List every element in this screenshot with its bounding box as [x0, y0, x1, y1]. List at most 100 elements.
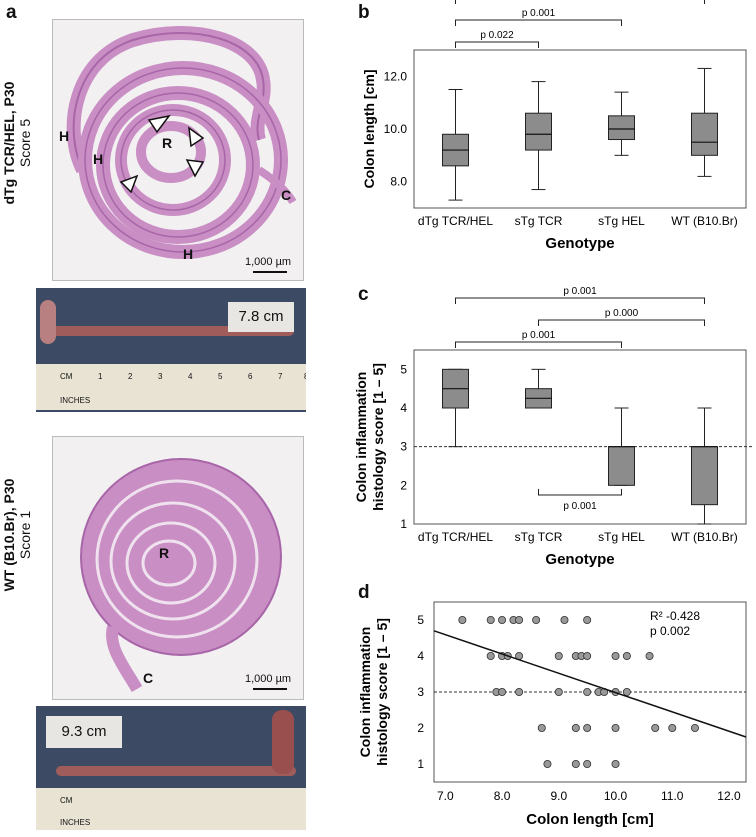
- ruler-inches-label: INCHES: [60, 818, 91, 827]
- tissue-label-c: C: [281, 187, 292, 203]
- significance-bracket: [455, 0, 705, 4]
- histology-score-boxplot: 1 2 3 4 5 dTg TCR/HEL sTg TCR sTg HEL WT (B10.Br…: [353, 286, 754, 568]
- y-axis-title: Colon inflammationhistology score [1 – 5…: [353, 363, 386, 511]
- x-axis-title: Genotype: [545, 551, 614, 568]
- p-value-label: p 0.001: [563, 501, 597, 512]
- tissue-label-r: R: [162, 135, 173, 151]
- category-label: WT (B10.Br): [671, 214, 737, 228]
- top-sample-label: dTg TCR/HEL, P30 Score 5: [1, 33, 35, 253]
- stat-annotation: R² -0.428: [650, 609, 700, 623]
- box: [525, 112, 552, 151]
- data-point: [611, 652, 620, 661]
- regression-line: [433, 630, 747, 738]
- significance-bracket: [538, 319, 705, 326]
- top-colon-photo: 7.8 cm CM INCHES 1 2 3 4 5 6 7 8: [36, 288, 306, 412]
- data-point: [554, 688, 563, 697]
- top-sample-score: Score 5: [17, 118, 33, 168]
- data-point: [543, 759, 552, 768]
- panel-letter-d: d: [358, 582, 370, 603]
- data-point: [668, 723, 677, 732]
- data-point: [486, 616, 495, 625]
- data-point: [498, 616, 507, 625]
- significance-bracket: [455, 297, 705, 304]
- scale-bar-label: 1,000 µm: [245, 673, 292, 685]
- y-axis-title: Colon inflammationhistology score [1 – 5…: [357, 618, 390, 766]
- y-tick-label: 4: [400, 401, 407, 415]
- stat-annotation: p 0.002: [650, 624, 690, 638]
- y-tick-label: 2: [400, 478, 407, 492]
- bottom-sample-score: Score 1: [17, 510, 33, 560]
- x-axis-title: Colon length [cm]: [526, 811, 654, 828]
- data-point: [583, 723, 592, 732]
- x-tick-label: 9.0: [550, 789, 567, 803]
- category-label: WT (B10.Br): [671, 530, 737, 544]
- bottom-colon-end: [272, 710, 294, 774]
- p-value-label: p 0.001: [522, 330, 556, 341]
- tissue-label-h1: H: [59, 128, 70, 144]
- colon-length-boxplot: 8.0 10.0 12.0 dTg TCR/HEL sTg TCR sTg HEL WT (…: [361, 0, 747, 252]
- y-tick-label: 5: [400, 362, 407, 376]
- panel-letter-b: b: [358, 2, 370, 23]
- ruler-cm-label: CM: [60, 372, 73, 381]
- x-axis-title: Genotype: [545, 235, 614, 252]
- panel-letter-c: c: [358, 284, 369, 305]
- ruler-number: 5: [218, 372, 223, 381]
- bottom-sample-label: WT (B10.Br), P30 Score 1: [1, 425, 35, 645]
- ruler-number: 1: [98, 372, 103, 381]
- top-ruler: CM INCHES 1 2 3 4 5 6 7 8: [36, 364, 306, 410]
- scale-bar-label: 1,000 µm: [245, 256, 292, 268]
- data-point: [560, 616, 569, 625]
- data-point: [583, 652, 592, 661]
- significance-bracket: [455, 341, 622, 348]
- category-label: sTg TCR: [515, 530, 563, 544]
- tissue-label-h3: H: [183, 246, 194, 262]
- data-point: [571, 759, 580, 768]
- x-tick-label: 7.0: [437, 789, 454, 803]
- plot-frame: [413, 49, 747, 209]
- data-point: [651, 723, 660, 732]
- data-point: [622, 688, 631, 697]
- y-tick-label: 1: [417, 757, 424, 771]
- ruler-number: 4: [188, 372, 193, 381]
- scale-bar: [253, 688, 287, 690]
- box: [691, 446, 718, 506]
- ruler-cm-label: CM: [60, 796, 73, 805]
- ruler-number: 3: [158, 372, 163, 381]
- data-point: [515, 616, 524, 625]
- top-colon-start: [40, 300, 56, 344]
- significance-bracket: [455, 41, 539, 48]
- top-sample-title: dTg TCR/HEL, P30: [1, 81, 17, 205]
- data-point: [498, 688, 507, 697]
- bottom-ruler: CM INCHES: [36, 788, 306, 830]
- data-point: [486, 652, 495, 661]
- p-value-label: p 0.022: [480, 30, 514, 41]
- category-label: dTg TCR/HEL: [418, 530, 493, 544]
- p-value-label: p 0.001: [563, 286, 597, 297]
- category-label: sTg HEL: [598, 214, 645, 228]
- scale-bar: [253, 271, 287, 273]
- top-histology-image: H H H R C 1,000 µm: [52, 19, 304, 281]
- category-label: sTg HEL: [598, 530, 645, 544]
- bottom-colon: [56, 766, 296, 776]
- y-tick-label: 12.0: [384, 69, 408, 83]
- top-histology-tissue: [66, 26, 297, 259]
- significance-bracket: [538, 489, 622, 496]
- ruler-number: 8: [304, 372, 306, 381]
- top-length-tag: 7.8 cm: [228, 302, 294, 332]
- data-point: [583, 688, 592, 697]
- significance-bracket: [455, 19, 622, 26]
- y-tick-label: 5: [417, 613, 424, 627]
- data-point: [611, 759, 620, 768]
- data-point: [537, 723, 546, 732]
- data-point: [583, 616, 592, 625]
- x-tick-label: 11.0: [661, 789, 684, 803]
- ruler-number: 6: [248, 372, 253, 381]
- y-tick-label: 3: [417, 685, 424, 699]
- p-value-label: p 0.001: [522, 8, 556, 19]
- y-tick-label: 4: [417, 649, 424, 663]
- plot-frame: [413, 349, 747, 525]
- ruler-number: 2: [128, 372, 133, 381]
- tissue-label-r: R: [159, 545, 170, 561]
- ruler-number: 7: [278, 372, 283, 381]
